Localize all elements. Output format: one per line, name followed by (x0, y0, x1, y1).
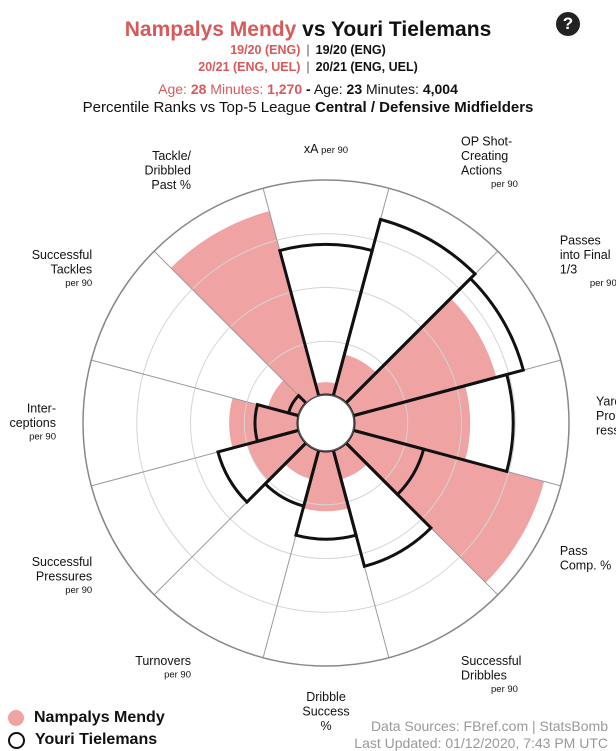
axis-label-9-1: ceptions (9, 416, 56, 430)
axis-label-11-2: Past % (151, 178, 191, 192)
p2-minutes-label: Minutes: (366, 81, 419, 97)
p1-age: 28 (190, 81, 207, 97)
season-separator: | (306, 60, 310, 74)
center-hole (297, 394, 355, 452)
axis-label-1-1: Creating (461, 149, 508, 163)
p1-season-2: 20/21 (ENG, UEL) (198, 60, 301, 74)
axis-label-6-2: % (320, 719, 331, 733)
legend-item-mendy: Nampalys Mendy (8, 709, 165, 727)
axis-label-2-1: into Final (560, 248, 611, 262)
axis-label-8-1: Pressures (36, 570, 92, 584)
axis-label-1-0: OP Shot- (461, 135, 512, 149)
player-meta: Age: 28 Minutes: 1,270 - Age: 23 Minutes… (0, 81, 616, 97)
help-icon[interactable]: ? (556, 12, 580, 36)
axis-label-6-1: Success (302, 705, 349, 719)
bar-mendy-1 (333, 354, 377, 404)
grid-ring-75 (136, 233, 516, 613)
axis-label-7-0: Turnovers (135, 654, 191, 668)
axis-label-5-0: Successful (461, 654, 521, 668)
chart-title: Nampalys Mendy vs Youri Tielemans (0, 18, 616, 42)
axis-label-5-1: Dribbles (461, 668, 507, 682)
axis-label-3-0: Yards (596, 394, 616, 408)
bar-mendy-3 (353, 385, 471, 461)
meta-dash: - (306, 81, 311, 97)
axis-label-4-0: Pass (560, 544, 588, 558)
bar-mendy-0 (315, 382, 337, 396)
p2-minutes: 4,004 (422, 81, 458, 97)
subtitle-prefix: Percentile Ranks vs Top-5 League (82, 99, 311, 116)
axis-label-2-2: 1/3 (560, 263, 577, 277)
axis-label-2-0: Passes (560, 234, 601, 248)
bar-mendy-11 (170, 211, 319, 404)
bar-mendy-7 (284, 442, 319, 480)
season-row-1: 19/20 (ENG) | 19/20 (ENG) (0, 42, 616, 59)
legend-swatch-mendy (8, 710, 24, 726)
p1-season-1: 19/20 (ENG) (230, 43, 301, 57)
p2-age-label: Age: (313, 81, 343, 97)
season-row-2: 20/21 (ENG, UEL) | 20/21 (ENG, UEL) (0, 59, 616, 76)
legend-label-tielemans: Youri Tielemans (35, 731, 158, 748)
axis-label-0-0: xA per 90 (304, 142, 348, 156)
axis-label-8-0: Successful (32, 555, 92, 569)
spoke-11 (153, 250, 307, 404)
player2-name: Youri Tielemans (330, 18, 492, 41)
axis-label-9-0: Inter- (27, 402, 56, 416)
axis-per90-5: per 90 (491, 684, 518, 695)
p2-season-2: 20/21 (ENG, UEL) (315, 60, 418, 74)
legend-label-mendy: Nampalys Mendy (34, 709, 165, 726)
axis-per90-1: per 90 (491, 179, 518, 190)
last-updated: Last Updated: 01/12/2020, 7:43 PM UTC (354, 735, 608, 751)
axis-label-3-1: Prog- (596, 409, 616, 423)
axis-label-3-2: ressed (596, 423, 616, 437)
p1-minutes: 1,270 (267, 81, 303, 97)
bar-mendy-8 (247, 430, 307, 481)
axis-label-4-1: Comp. % (560, 558, 611, 572)
axis-label-6-0: Dribble (306, 690, 346, 704)
axis-label-11-1: Dribbled (144, 164, 191, 178)
legend-swatch-tielemans (8, 731, 25, 749)
player1-name: Nampalys Mendy (124, 18, 297, 41)
p1-age-label: Age: (158, 81, 187, 97)
bar-mendy-5 (333, 442, 368, 480)
season-separator: | (306, 43, 310, 57)
axis-per90-8: per 90 (65, 585, 92, 596)
p1-minutes-label: Minutes: (210, 81, 264, 97)
vs-label: vs (302, 18, 326, 41)
axis-label-1-2: Actions (461, 164, 502, 178)
outer-ring (82, 179, 570, 667)
bar-mendy-9 (229, 397, 299, 449)
chart-subtitle: Percentile Ranks vs Top-5 League Central… (0, 99, 616, 116)
axis-per90-0: per 90 (319, 145, 349, 156)
subtitle-position: Central / Defensive Midfielders (314, 99, 534, 116)
legend-item-tielemans: Youri Tielemans (8, 731, 157, 749)
grid-ring-50 (190, 287, 462, 559)
p2-season-1: 19/20 (ENG) (315, 43, 386, 57)
axis-per90-7: per 90 (164, 669, 191, 680)
axis-label-10-1: Tackles (50, 263, 92, 277)
bar-mendy-10 (267, 380, 307, 416)
axis-label-11-0: Tackle/ (152, 149, 191, 163)
axis-per90-9: per 90 (29, 432, 56, 443)
grid-ring-25 (243, 340, 409, 506)
axis-per90-10: per 90 (65, 278, 92, 289)
axis-label-10-0: Successful (32, 248, 92, 262)
bar-mendy-6 (303, 450, 349, 512)
axis-per90-2: per 90 (590, 278, 616, 289)
p2-age: 23 (346, 81, 363, 97)
data-sources: Data Sources: FBref.com | StatsBomb (370, 718, 608, 734)
